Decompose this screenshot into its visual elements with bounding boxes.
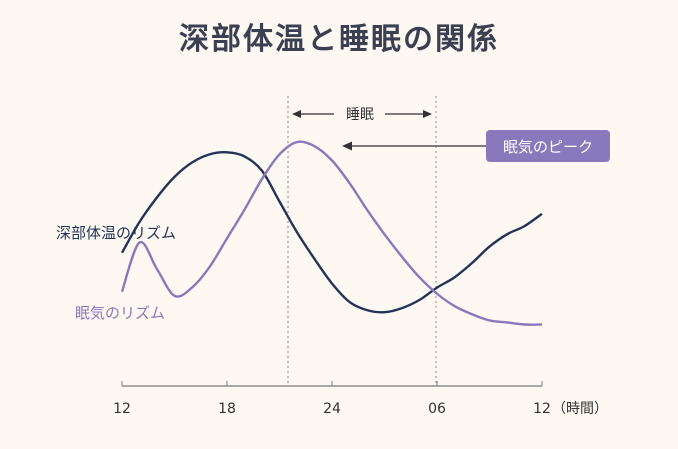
sleep-arrowhead-left-icon <box>292 110 301 118</box>
peak-arrowhead-icon <box>342 141 352 151</box>
sleep-arrowhead-right-icon <box>423 110 432 118</box>
x-tick-label: 24 <box>323 401 341 417</box>
sleep-label: 睡眠 <box>346 107 374 123</box>
sleepiness-line <box>120 140 543 326</box>
x-tick-label: 06 <box>428 401 446 417</box>
peak-label: 眠気のピーク <box>503 138 593 156</box>
x-tick-label: 12 <box>113 401 131 417</box>
body-temperature-line <box>120 151 543 314</box>
chart-title: 深部体温と睡眠の関係 <box>179 22 499 57</box>
x-tick-label: 12 <box>533 401 551 417</box>
x-axis-unit-label: （時間） <box>552 401 608 417</box>
x-tick-label: 18 <box>218 401 236 417</box>
series-label-body-temperature: 深部体温のリズム <box>56 224 176 242</box>
peak-label-box <box>486 130 610 162</box>
series-label-sleepiness: 眠気のリズム <box>75 304 165 322</box>
